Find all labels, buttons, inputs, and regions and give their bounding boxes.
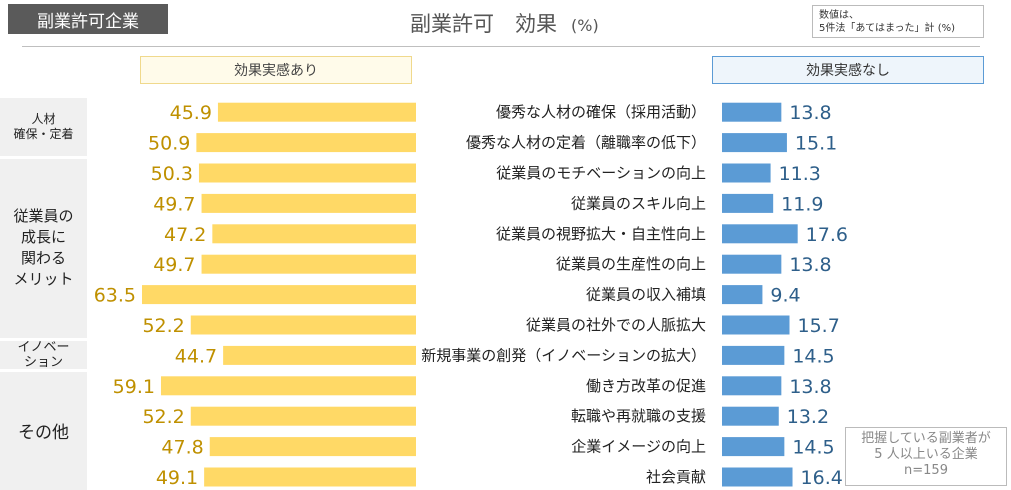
sample-note-line-2: 5 人以上いる企業: [874, 447, 978, 462]
bar-effect-yes-10: [190, 406, 416, 426]
sample-note-line-1: 把握している副業者が: [861, 431, 991, 446]
bar-effect-no-3: [722, 193, 774, 213]
bar-effect-yes-0: [217, 102, 416, 122]
bar-effect-yes-2: [198, 163, 416, 183]
group-label-text-1: 従業員の 成長に 関わる メリット: [13, 207, 74, 289]
bar-effect-yes-3: [201, 193, 416, 213]
group-label-text-3: その他: [18, 423, 69, 444]
bar-effect-no-8: [722, 345, 785, 365]
value-effect-no-9: 13.8: [789, 376, 831, 398]
value-effect-no-3: 11.9: [781, 193, 823, 215]
value-effect-yes-4: 47.2: [164, 224, 206, 246]
category-label-2: 従業員のモチベーションの向上: [496, 164, 706, 182]
value-effect-yes-10: 52.2: [142, 406, 184, 428]
bar-effect-yes-11: [209, 437, 416, 457]
bar-effect-yes-6: [142, 285, 416, 305]
legend-effect-no: 効果実感なし: [712, 56, 984, 84]
value-note-line-1: 数値は、: [819, 10, 859, 21]
title-divider: [22, 46, 980, 47]
group-label-0: 人材 確保・定着: [0, 98, 87, 156]
value-effect-yes-1: 50.9: [148, 133, 190, 155]
group-label-3: その他: [0, 371, 87, 490]
bar-effect-no-0: [722, 102, 782, 122]
sample-tag: 副業許可企業: [8, 4, 168, 34]
group-label-text-2: イノベー ション: [17, 339, 70, 370]
legend-effect-yes: 効果実感あり: [140, 56, 412, 84]
bar-effect-no-11: [722, 437, 785, 457]
value-effect-no-4: 17.6: [806, 224, 848, 246]
value-effect-no-5: 13.8: [789, 254, 831, 276]
chart-unit: (%): [571, 16, 599, 35]
sample-note-line-3: n=159: [904, 463, 948, 478]
category-label-5: 従業員の生産性の向上: [556, 255, 706, 273]
category-label-12: 社会貢献: [646, 468, 706, 486]
value-effect-yes-0: 45.9: [170, 102, 212, 124]
group-label-2: イノベー ション: [0, 339, 87, 370]
bar-effect-yes-8: [223, 345, 416, 365]
value-note: 数値は、 5件法「あてはまった」計 (%): [812, 5, 984, 38]
value-effect-no-0: 13.8: [789, 102, 831, 124]
category-label-11: 企業イメージの向上: [571, 438, 706, 456]
value-effect-no-8: 14.5: [792, 345, 834, 367]
value-effect-no-6: 9.4: [770, 285, 800, 307]
value-effect-yes-5: 49.7: [153, 254, 195, 276]
value-effect-yes-2: 50.3: [151, 163, 193, 185]
group-label-text-0: 人材 確保・定着: [13, 111, 74, 141]
category-label-3: 従業員のスキル向上: [571, 194, 706, 212]
chart-title-text: 副業許可 効果: [410, 12, 557, 36]
bar-effect-no-6: [722, 285, 763, 305]
value-effect-no-2: 11.3: [779, 163, 821, 185]
value-effect-no-1: 15.1: [795, 133, 837, 155]
bar-effect-yes-9: [160, 376, 416, 396]
bar-effect-no-7: [722, 315, 790, 335]
group-label-1: 従業員の 成長に 関わる メリット: [0, 158, 87, 339]
bar-effect-yes-7: [190, 315, 416, 335]
bar-effect-yes-1: [196, 133, 416, 153]
bar-effect-yes-4: [212, 224, 416, 244]
value-effect-no-11: 14.5: [792, 437, 834, 459]
value-effect-yes-12: 49.1: [156, 467, 198, 489]
sample-note: 把握している副業者が 5 人以上いる企業 n=159: [845, 427, 1007, 486]
category-label-10: 転職や再就職の支援: [571, 407, 706, 425]
value-note-line-2: 5件法「あてはまった」計 (%): [819, 23, 956, 34]
bar-effect-no-9: [722, 376, 782, 396]
chart-title: 副業許可 効果 (%): [410, 8, 599, 38]
category-label-1: 優秀な人材の定着（離職率の低下）: [466, 134, 706, 152]
value-effect-no-12: 16.4: [801, 467, 843, 489]
bar-effect-yes-5: [201, 254, 416, 274]
value-effect-yes-3: 49.7: [153, 193, 195, 215]
category-label-0: 優秀な人材の確保（採用活動）: [496, 103, 706, 121]
bar-effect-no-2: [722, 163, 771, 183]
category-label-4: 従業員の視野拡大・自主性向上: [496, 225, 706, 243]
value-effect-no-10: 13.2: [787, 406, 829, 428]
bar-effect-no-10: [722, 406, 779, 426]
bar-effect-yes-12: [204, 467, 416, 487]
value-effect-no-7: 15.7: [798, 315, 840, 337]
category-label-7: 従業員の社外での人脈拡大: [526, 316, 706, 334]
value-effect-yes-8: 44.7: [175, 345, 217, 367]
bar-effect-no-5: [722, 254, 782, 274]
value-effect-yes-6: 63.5: [94, 285, 136, 307]
bar-effect-no-1: [722, 133, 787, 153]
value-effect-yes-7: 52.2: [142, 315, 184, 337]
category-label-8: 新規事業の創発（イノベーションの拡大）: [421, 346, 706, 364]
bar-effect-no-12: [722, 467, 793, 487]
value-effect-yes-11: 47.8: [161, 437, 203, 459]
bar-effect-no-4: [722, 224, 798, 244]
value-effect-yes-9: 59.1: [113, 376, 155, 398]
category-label-9: 働き方改革の促進: [586, 377, 706, 395]
category-label-6: 従業員の収入補填: [586, 286, 706, 304]
